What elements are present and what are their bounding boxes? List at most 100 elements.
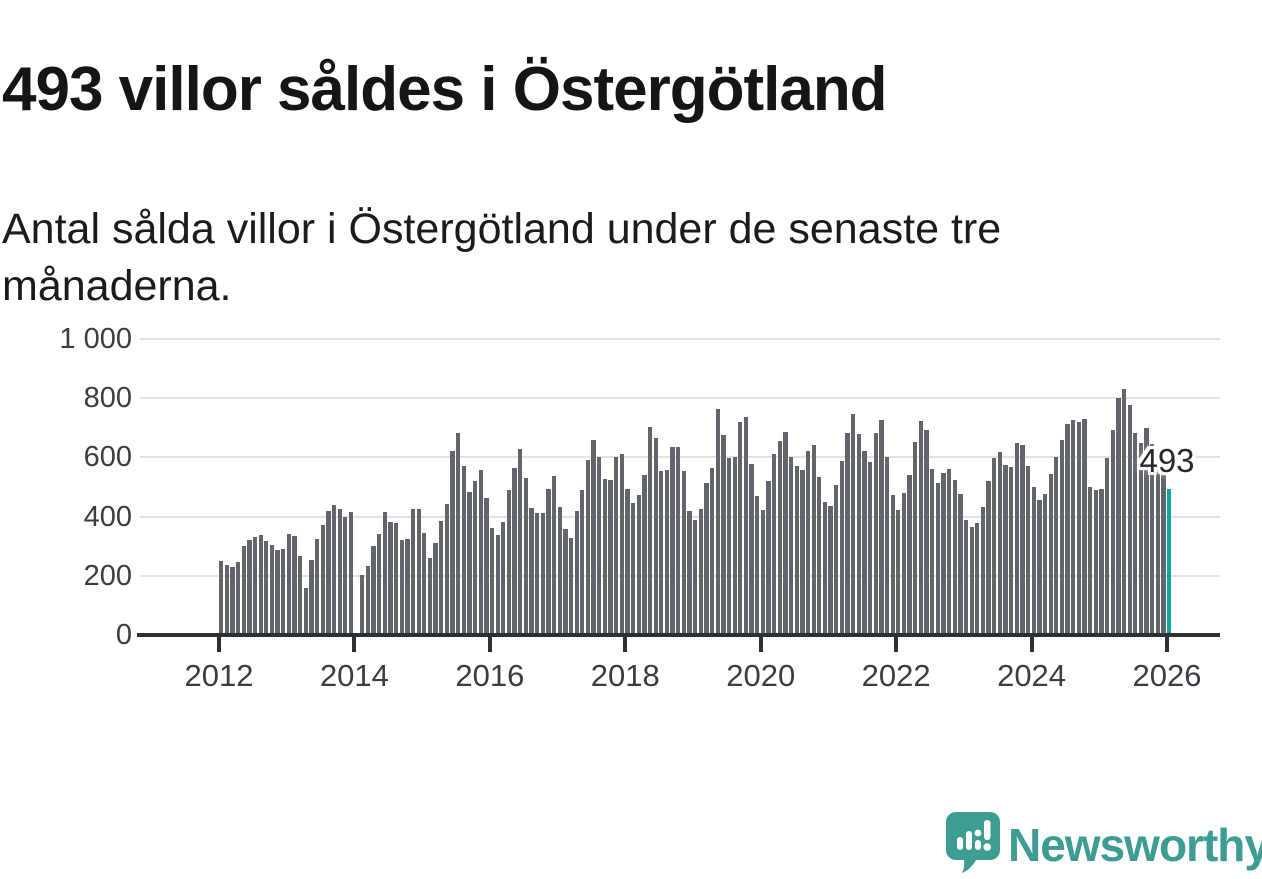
bar <box>591 440 596 635</box>
bar <box>472 481 478 635</box>
y-axis-tick-label: 200 <box>83 559 132 592</box>
bar <box>992 457 997 635</box>
bar <box>580 490 585 635</box>
bar <box>495 535 500 635</box>
bar <box>337 509 342 635</box>
bar <box>924 430 929 635</box>
bar <box>557 506 562 635</box>
bar <box>625 488 630 635</box>
bar <box>952 479 957 635</box>
newsworthy-logo-icon <box>946 812 1000 873</box>
bar <box>879 419 884 635</box>
bar <box>597 457 602 635</box>
bar <box>1082 418 1087 635</box>
bar <box>1014 443 1019 635</box>
bar <box>230 566 235 635</box>
bar <box>1161 473 1166 635</box>
x-axis-tick <box>217 637 221 652</box>
bar <box>732 457 737 635</box>
bar <box>264 541 269 635</box>
bar <box>614 456 619 635</box>
bar <box>721 435 726 635</box>
bar <box>788 456 794 635</box>
bar <box>235 562 241 635</box>
page-subtitle: Antal sålda villor i Östergötland under … <box>2 205 1002 310</box>
bar <box>958 493 963 635</box>
bar <box>416 509 421 635</box>
bar <box>636 495 641 635</box>
x-axis-tick-label: 2016 <box>455 658 525 693</box>
x-axis-tick-label: 2020 <box>726 658 796 693</box>
bar <box>247 539 252 635</box>
bar <box>1121 389 1127 635</box>
bar <box>941 473 946 635</box>
bar <box>241 546 246 635</box>
x-axis-line <box>137 633 1220 637</box>
bar <box>1037 500 1042 635</box>
bar <box>1110 430 1115 635</box>
x-axis-tick-label: 2024 <box>997 658 1067 693</box>
bar <box>743 417 749 635</box>
bar <box>772 453 777 635</box>
bar <box>901 492 907 635</box>
bar <box>709 467 715 635</box>
bar <box>1020 444 1025 635</box>
bar <box>461 465 466 635</box>
x-axis-tick <box>623 637 628 652</box>
bar <box>568 537 574 635</box>
x-axis-tick <box>487 637 492 652</box>
x-axis-tick <box>758 637 763 652</box>
bar-highlight <box>1167 489 1172 635</box>
bar <box>1009 467 1014 635</box>
bar <box>1076 422 1082 635</box>
bar <box>862 451 867 635</box>
bar <box>800 470 805 635</box>
y-axis-tick-label: 0 <box>115 619 132 651</box>
bar <box>946 468 952 635</box>
bar <box>681 471 687 635</box>
bar <box>1104 457 1110 635</box>
bar <box>399 540 404 635</box>
bar <box>755 495 760 635</box>
y-axis-tick-label: 800 <box>83 382 132 415</box>
bar <box>382 511 387 635</box>
x-axis-tick-label: 2012 <box>184 658 254 693</box>
bar <box>856 434 861 635</box>
bar <box>314 538 320 635</box>
bar <box>320 524 325 635</box>
bar <box>884 456 890 635</box>
x-axis-tick <box>1165 637 1169 652</box>
bar <box>298 555 303 635</box>
bar <box>371 546 376 635</box>
x-axis-tick-label: 2018 <box>590 658 660 693</box>
bar <box>1127 404 1132 635</box>
bar <box>331 504 337 635</box>
bar <box>427 558 433 635</box>
bar <box>608 480 613 635</box>
bar <box>980 506 986 635</box>
bar <box>518 449 523 635</box>
bar <box>805 451 811 635</box>
bar <box>512 468 517 635</box>
bar <box>275 550 280 635</box>
bar <box>930 468 935 635</box>
bar <box>715 408 720 635</box>
bar <box>1133 432 1138 635</box>
bar <box>546 488 551 635</box>
bar <box>1144 427 1149 635</box>
bar <box>630 502 636 635</box>
bar <box>670 447 675 635</box>
gridline <box>140 338 1220 340</box>
bar <box>1093 489 1098 635</box>
bar <box>1138 442 1144 635</box>
bar <box>377 534 382 635</box>
x-axis-tick-label: 2026 <box>1132 658 1202 693</box>
bar <box>834 485 839 635</box>
bar <box>478 469 483 635</box>
bar <box>1065 423 1070 635</box>
bar <box>890 494 895 635</box>
bar <box>851 413 856 635</box>
bar <box>867 462 873 635</box>
bar <box>1003 464 1008 635</box>
